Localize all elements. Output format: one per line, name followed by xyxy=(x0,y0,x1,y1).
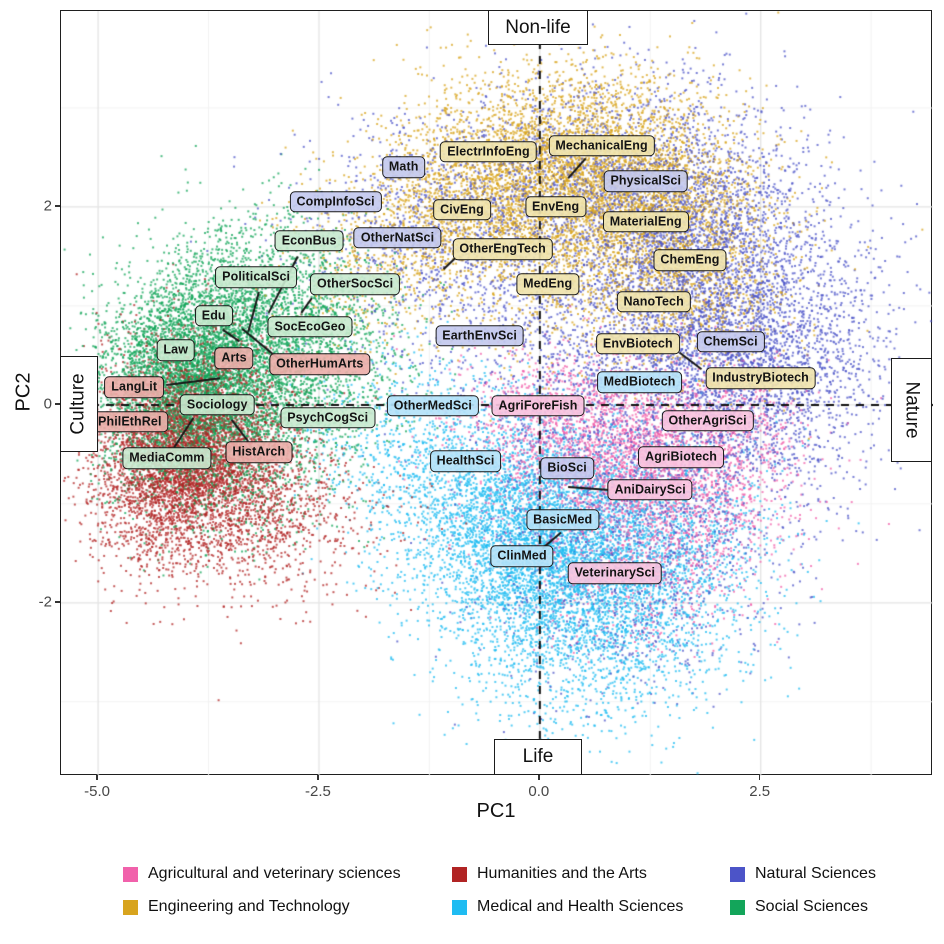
legend-item-engineering: Engineering and Technology xyxy=(123,898,350,916)
x-tick-mark xyxy=(538,775,540,780)
legend-swatch-humanities xyxy=(452,866,467,882)
legend-item-humanities: Humanities and the Arts xyxy=(452,865,647,883)
y-axis-title: PC2 xyxy=(12,372,35,412)
y-tick-mark xyxy=(55,205,60,207)
quadrant-label-nature: Nature xyxy=(891,358,932,462)
quadrant-label-non-life-text: Non-life xyxy=(505,16,571,38)
quadrant-label-nature-text: Nature xyxy=(901,381,923,439)
legend-item-natural: Natural Sciences xyxy=(730,865,876,883)
quadrant-label-non-life: Non-life xyxy=(488,10,588,45)
legend-item-medical: Medical and Health Sciences xyxy=(452,898,683,916)
legend-label-medical: Medical and Health Sciences xyxy=(477,898,684,915)
legend-label-humanities: Humanities and the Arts xyxy=(477,865,647,882)
quadrant-label-life: Life xyxy=(494,739,582,775)
x-tick-mark xyxy=(317,775,319,780)
legend-swatch-agricultural xyxy=(123,866,138,882)
plot-panel xyxy=(60,10,933,776)
quadrant-label-culture-text: Culture xyxy=(68,373,89,435)
x-tick-label: -2.5 xyxy=(305,783,331,800)
x-tick-mark xyxy=(758,775,761,780)
y-tick-mark xyxy=(55,403,60,405)
legend-swatch-natural xyxy=(730,866,745,882)
legend-item-agricultural: Agricultural and veterinary sciences xyxy=(123,865,401,883)
legend-label-agricultural: Agricultural and veterinary sciences xyxy=(148,865,401,882)
y-tick-label: -2 xyxy=(38,593,52,611)
y-tick-label: 0 xyxy=(43,395,52,413)
x-tick-mark xyxy=(96,775,98,780)
x-tick-label: 0.0 xyxy=(528,783,550,800)
legend-label-engineering: Engineering and Technology xyxy=(148,898,350,915)
x-tick-label: 2.5 xyxy=(749,783,771,800)
x-tick-label: -5.0 xyxy=(84,783,111,800)
legend-label-natural: Natural Sciences xyxy=(755,865,876,882)
quadrant-label-life-text: Life xyxy=(522,746,554,767)
legend-item-social: Social Sciences xyxy=(730,898,868,916)
y-tick-mark xyxy=(55,601,60,603)
scatter-canvas xyxy=(61,11,933,776)
x-axis-title: PC1 xyxy=(476,800,516,822)
legend-swatch-social xyxy=(730,899,745,915)
y-tick-label: 2 xyxy=(43,197,52,215)
legend-label-social: Social Sciences xyxy=(755,898,868,915)
quadrant-label-culture: Culture xyxy=(60,356,98,452)
legend-swatch-engineering xyxy=(123,899,138,915)
legend-swatch-medical xyxy=(452,899,467,915)
